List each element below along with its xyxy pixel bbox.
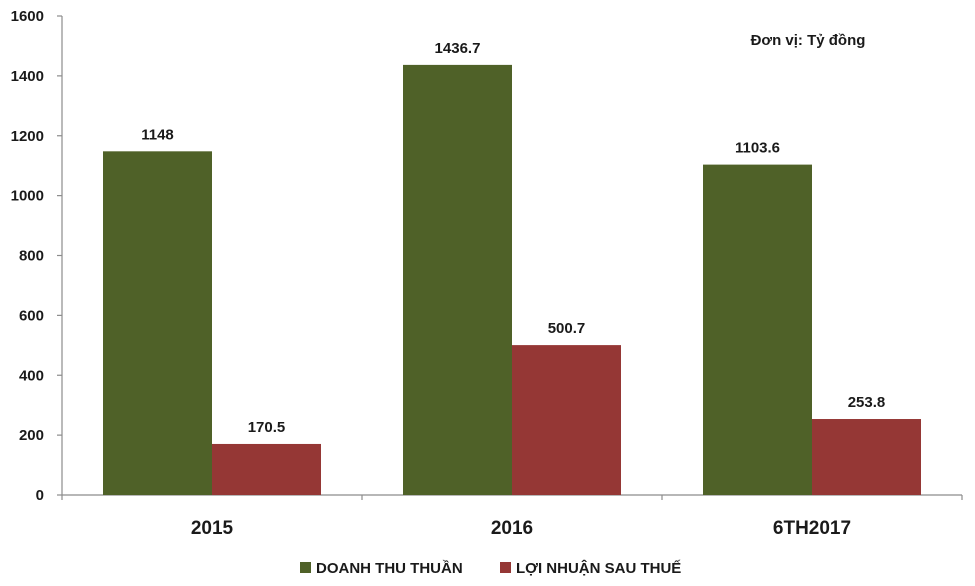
legend-label: LỢI NHUẬN SAU THUẾ [516,559,681,577]
data-label: 1148 [141,126,174,143]
data-label: 253.8 [848,394,886,411]
y-tick-label: 1200 [11,128,44,145]
legend-label: DOANH THU THUẦN [316,560,463,577]
legend-swatch [300,562,311,573]
legend: DOANH THU THUẦN LỢI NHUẬN SAU THUẾ [300,559,681,577]
bar-profit [512,345,621,495]
y-axis: 0 200 400 600 800 1000 1200 1400 1600 [11,8,63,504]
legend-swatch [500,562,511,573]
x-tick-label: 2016 [491,518,533,539]
y-tick-label: 1000 [11,188,44,205]
bar-revenue [703,164,812,496]
x-tick-label: 2015 [191,518,234,539]
x-tick-label: 6TH2017 [773,518,851,539]
bars: 1148 170.5 1436.7 500.7 1103.6 253.8 [103,40,921,496]
y-tick-label: 0 [36,487,44,504]
bar-revenue [403,64,512,495]
bar-profit [812,419,921,495]
y-tick-label: 1600 [11,8,44,25]
x-axis: 2015 2016 6TH2017 [61,494,963,539]
bar-profit [212,443,321,495]
data-label: 1103.6 [735,140,780,157]
y-tick-label: 200 [19,427,44,444]
y-tick-label: 800 [19,248,44,265]
y-tick-label: 1400 [11,68,44,85]
bar-revenue [103,151,212,495]
y-tick-label: 600 [19,307,44,324]
y-tick-label: 400 [19,367,44,384]
unit-note: Đơn vị: Tỷ đồng [751,32,866,49]
data-label: 500.7 [548,320,586,337]
data-label: 170.5 [248,419,286,436]
data-label: 1436.7 [435,40,481,57]
